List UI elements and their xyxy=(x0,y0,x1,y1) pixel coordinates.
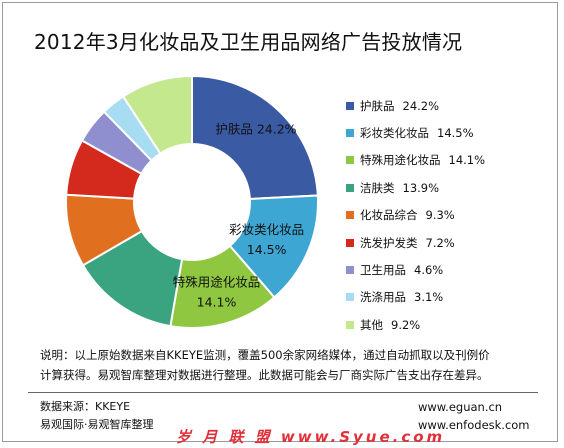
legend-label-8: 其他 xyxy=(360,317,383,332)
slice-0 xyxy=(191,74,319,201)
data-source: 数据来源：KKEYE xyxy=(40,400,131,413)
legend-label-5: 洗发护发类 xyxy=(360,235,418,250)
legend-item-1: 彩妆类化妆品 14.5% xyxy=(346,119,485,146)
legend-label-0: 护肤品 xyxy=(360,98,395,113)
legend-label-4: 化妆品综合 xyxy=(360,208,418,223)
legend-swatch-6 xyxy=(346,266,354,275)
note-line-1: 说明：以上原始数据来自KKEYE监测，覆盖500余家网络媒体，通过自动抓取以及刊… xyxy=(40,348,490,362)
organization: 易观国际·易观智库整理 xyxy=(40,418,154,431)
note-line-2: 计算获得。易观智库整理对数据进行整理。此数据可能会与厂商实际广告支出存在差异。 xyxy=(40,368,489,382)
url-eguan[interactable]: www.eguan.cn xyxy=(418,400,503,414)
legend-swatch-3 xyxy=(346,183,354,192)
donut-chart: 护肤品 24.2% 彩妆类化妆品 14.5% 特殊用途化妆品 14.1% xyxy=(65,74,319,329)
slice-8 xyxy=(121,74,193,155)
legend-item-4: 化妆品综合 9.3% xyxy=(346,202,485,229)
slice-value-1: 14.5% xyxy=(247,242,287,257)
legend-value-6: 4.6% xyxy=(414,263,444,278)
legend-value-1: 14.5% xyxy=(437,126,474,141)
legend-item-0: 护肤品 24.2% xyxy=(346,92,485,119)
watermark: 岁 月 联 盟 www.Syue.com xyxy=(176,428,446,446)
legend-value-0: 24.2% xyxy=(402,98,440,113)
legend-swatch-1 xyxy=(346,129,354,138)
legend-swatch-7 xyxy=(346,293,354,302)
legend-item-2: 特殊用途化妆品 14.1% xyxy=(346,147,485,174)
legend-value-4: 9.3% xyxy=(425,208,455,223)
chart-legend: 护肤品 24.2% 彩妆类化妆品 14.5% 特殊用途化妆品 14.1% 洁肤类 13.9% 化… xyxy=(346,92,485,339)
legend-value-5: 7.2% xyxy=(425,235,455,250)
legend-swatch-4 xyxy=(346,211,354,220)
legend-item-7: 洗涤用品 3.1% xyxy=(346,284,485,311)
legend-swatch-2 xyxy=(346,156,354,165)
slice-label-1: 彩妆类化妆品 xyxy=(229,222,304,237)
legend-swatch-8 xyxy=(346,320,354,329)
footer-source-block: 数据来源：KKEYE 易观国际·易观智库整理 xyxy=(40,398,154,434)
legend-label-6: 卫生用品 xyxy=(360,263,406,278)
legend-swatch-5 xyxy=(346,238,354,247)
chart-note: 说明：以上原始数据来自KKEYE监测，覆盖500余家网络媒体，通过自动抓取以及刊… xyxy=(40,345,530,385)
legend-value-8: 9.2% xyxy=(391,317,421,332)
slice-value-2: 14.1% xyxy=(197,295,237,310)
legend-value-2: 14.1% xyxy=(448,153,486,168)
chart-frame xyxy=(2,2,558,442)
legend-label-1: 彩妆类化妆品 xyxy=(360,126,429,141)
legend-item-5: 洗发护发类 7.2% xyxy=(346,229,485,256)
legend-label-3: 洁肤类 xyxy=(360,180,395,195)
chart-title: 2012年3月化妆品及卫生用品网络广告投放情况 xyxy=(34,30,463,54)
legend-label-2: 特殊用途化妆品 xyxy=(360,153,441,168)
legend-swatch-0 xyxy=(346,101,354,110)
legend-item-6: 卫生用品 4.6% xyxy=(346,256,485,283)
footer-divider xyxy=(28,392,538,393)
url-enfodesk[interactable]: www.enfodesk.com xyxy=(418,418,530,432)
legend-label-7: 洗涤用品 xyxy=(360,290,406,305)
slice-label-2: 特殊用途化妆品 xyxy=(173,275,261,290)
legend-item-8: 其他 9.2% xyxy=(346,311,485,338)
legend-value-3: 13.9% xyxy=(402,180,440,195)
legend-value-7: 3.1% xyxy=(414,290,444,305)
legend-item-3: 洁肤类 13.9% xyxy=(346,174,485,201)
slice-label-0: 护肤品 24.2% xyxy=(215,121,296,136)
footer-links: www.eguan.cn www.enfodesk.com xyxy=(418,398,530,434)
